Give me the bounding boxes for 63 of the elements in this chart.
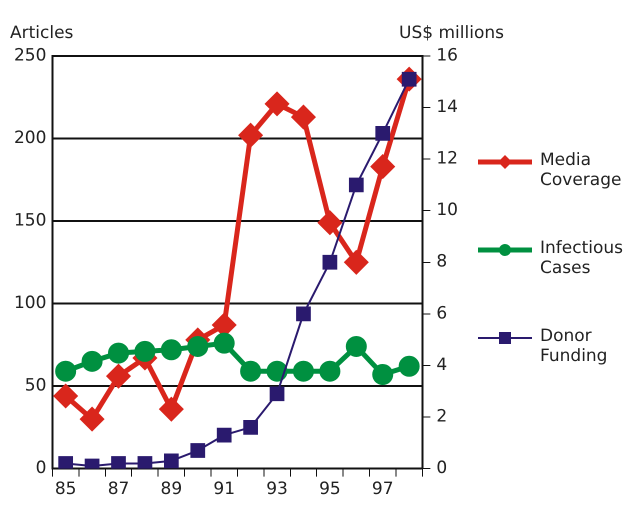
- point: [82, 350, 103, 372]
- point: [371, 155, 394, 178]
- point: [240, 360, 262, 382]
- point: [187, 336, 208, 357]
- x-tick-label: 97: [372, 479, 394, 500]
- point: [216, 428, 232, 442]
- y-tick-label: 200: [14, 128, 46, 148]
- y2-tick-label: 12: [436, 148, 458, 169]
- point: [270, 386, 284, 402]
- y-tick-label: 250: [14, 45, 46, 66]
- point: [322, 254, 338, 270]
- point: [319, 360, 340, 382]
- point: [160, 398, 183, 421]
- point: [296, 306, 311, 322]
- x-tick-label: 87: [108, 479, 130, 500]
- legend-label: Media Coverage: [540, 150, 622, 190]
- legend-label: Infectious Cases: [540, 238, 624, 278]
- y-tick-label: 150: [14, 210, 46, 230]
- point: [214, 332, 235, 354]
- point: [292, 106, 315, 129]
- x-tick-label: 85: [54, 479, 76, 500]
- point: [190, 443, 206, 458]
- point: [348, 178, 364, 192]
- y2-tick-label: 6: [436, 303, 448, 324]
- point: [239, 124, 262, 147]
- point: [398, 356, 420, 377]
- point: [111, 456, 126, 469]
- y2-axis-title: US$ millions: [399, 22, 504, 43]
- y2-tick-label: 2: [436, 406, 448, 426]
- point: [54, 384, 78, 408]
- y-axis-title: Articles: [10, 22, 74, 43]
- point: [372, 364, 394, 386]
- point: [108, 342, 130, 364]
- x-tick-label: 89: [160, 479, 182, 500]
- y2-tick-label: 4: [436, 354, 448, 375]
- y-tick-label: 0: [36, 458, 46, 478]
- point: [164, 454, 179, 468]
- point: [243, 420, 258, 435]
- y2-tick-label: 10: [436, 200, 458, 220]
- point: [318, 211, 342, 234]
- legend-label: Donor Funding: [540, 326, 608, 366]
- y2-tick-label: 14: [436, 96, 458, 117]
- point: [160, 339, 182, 360]
- y-tick-label: 50: [24, 376, 46, 396]
- point: [134, 340, 156, 362]
- point: [266, 92, 289, 116]
- x-tick-label: 91: [213, 479, 236, 500]
- point: [266, 360, 288, 382]
- point: [80, 408, 104, 431]
- x-tick-label: 93: [266, 479, 288, 500]
- point: [55, 360, 76, 382]
- y-tick-label: 100: [14, 292, 46, 313]
- point: [344, 250, 368, 274]
- x-tick-label: 95: [319, 479, 341, 500]
- point: [292, 360, 314, 382]
- point: [346, 336, 367, 357]
- point: [138, 456, 152, 469]
- y2-tick-label: 0: [436, 458, 448, 478]
- point: [375, 126, 390, 141]
- y2-tick-label: 16: [436, 45, 458, 66]
- y2-tick-label: 8: [436, 252, 448, 272]
- point: [58, 456, 74, 469]
- point: [107, 364, 130, 388]
